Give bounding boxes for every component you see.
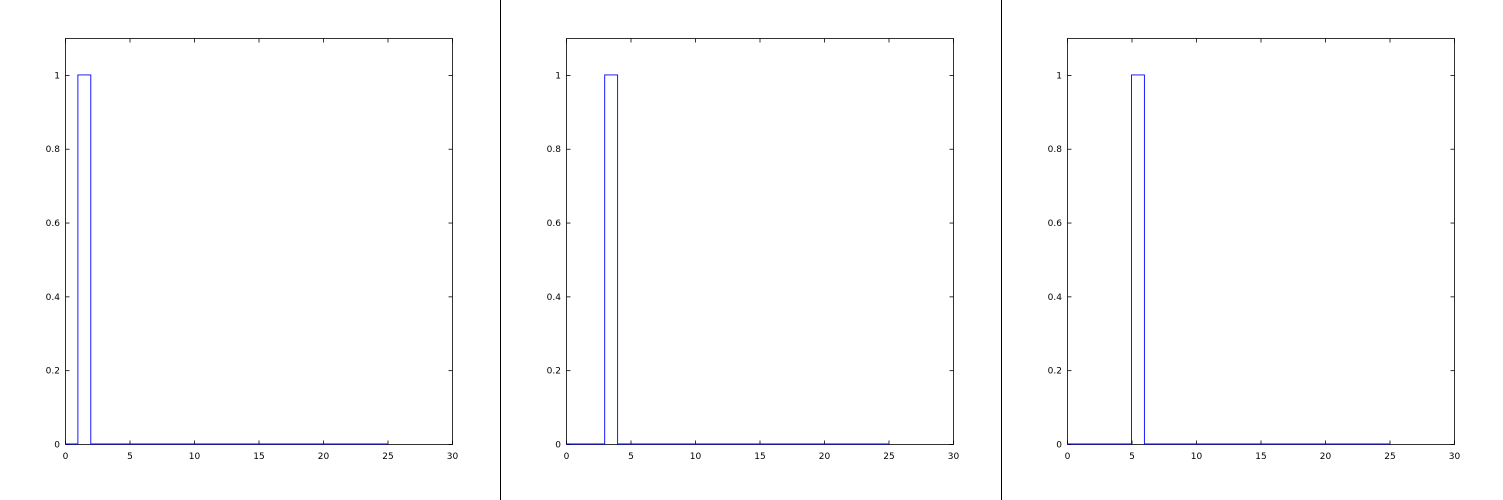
axes-box (1067, 38, 1455, 445)
y-tick-label: 0.8 (547, 145, 562, 155)
axes-box (566, 38, 954, 445)
y-tick-label: 0.4 (1048, 293, 1063, 303)
y-tick-label: 0 (54, 441, 60, 451)
y-tick-label: 1 (555, 71, 561, 81)
x-tick-label: 5 (1129, 452, 1135, 462)
x-tick-label: 25 (382, 452, 393, 462)
y-tick-label: 0 (1056, 441, 1062, 451)
x-tick-label: 10 (1191, 452, 1203, 462)
series-line (566, 74, 889, 445)
y-tick-label: 0.2 (46, 367, 60, 377)
chart-panel-1: 0 5 10 15 20 25 30 0 0.2 0.4 0.6 0.8 1 (0, 0, 500, 500)
x-tick-label: 0 (564, 452, 570, 462)
x-tick-label: 25 (883, 452, 894, 462)
chart-3: 0 5 10 15 20 25 30 0 0.2 0.4 0.6 0.8 1 (1048, 38, 1461, 462)
x-tick-label: 20 (819, 452, 831, 462)
x-tick-label: 0 (1065, 452, 1071, 462)
y-tick-label: 0.6 (547, 219, 562, 229)
x-tick-label: 20 (318, 452, 330, 462)
y-tick-label: 0.4 (547, 293, 562, 303)
panel-divider-2 (1001, 0, 1002, 500)
x-tick-label: 15 (1255, 452, 1266, 462)
chart-2: 0 5 10 15 20 25 30 0 0.2 0.4 0.6 0.8 1 (547, 38, 960, 462)
x-tick-label: 0 (63, 452, 69, 462)
chart-panel-2: 0 5 10 15 20 25 30 0 0.2 0.4 0.6 0.8 1 (501, 0, 1001, 500)
chart-panel-3: 0 5 10 15 20 25 30 0 0.2 0.4 0.6 0.8 1 (1002, 0, 1503, 500)
y-tick-label: 0.4 (46, 293, 61, 303)
y-tick-label: 0.6 (1048, 219, 1063, 229)
x-tick-label: 5 (628, 452, 634, 462)
y-tick-label: 0 (555, 441, 561, 451)
y-tick-label: 1 (54, 71, 60, 81)
x-tick-label: 5 (127, 452, 133, 462)
x-tick-label: 10 (690, 452, 702, 462)
y-tick-label: 0.8 (46, 145, 61, 155)
x-tick-label: 25 (1384, 452, 1395, 462)
chart-1: 0 5 10 15 20 25 30 0 0.2 0.4 0.6 0.8 1 (46, 38, 459, 462)
series-line (65, 74, 388, 445)
panel-divider-1 (500, 0, 501, 500)
y-tick-label: 0.2 (1048, 367, 1062, 377)
x-tick-label: 20 (1320, 452, 1332, 462)
x-tick-label: 10 (189, 452, 201, 462)
y-tick-label: 0.6 (46, 219, 61, 229)
x-tick-label: 30 (948, 452, 960, 462)
x-tick-label: 15 (253, 452, 264, 462)
x-tick-label: 30 (447, 452, 459, 462)
series-line (1067, 74, 1390, 445)
y-tick-label: 1 (1056, 71, 1062, 81)
x-tick-label: 30 (1449, 452, 1461, 462)
y-tick-label: 0.8 (1048, 145, 1063, 155)
axes-box (65, 38, 453, 445)
y-tick-label: 0.2 (547, 367, 561, 377)
x-tick-label: 15 (754, 452, 765, 462)
